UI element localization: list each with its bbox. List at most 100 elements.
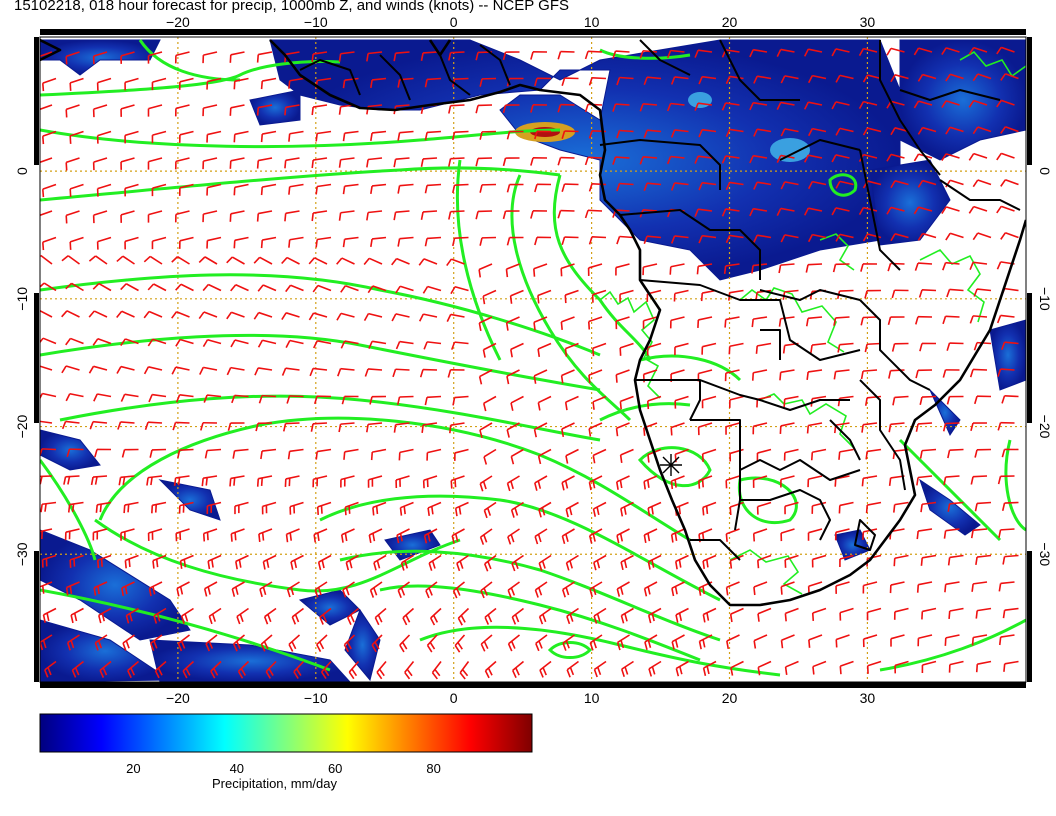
wind-barb — [592, 395, 607, 410]
wind-barb — [725, 475, 740, 489]
wind-barb — [66, 448, 84, 458]
lon-tick-bottom: 0 — [450, 690, 458, 706]
wind-barb — [202, 338, 222, 348]
wind-barb — [175, 283, 194, 292]
lon-tick-top: 30 — [860, 14, 876, 30]
wind-barb — [864, 395, 882, 406]
wind-barb — [694, 102, 713, 111]
wind-barb — [42, 607, 57, 623]
wind-barb — [451, 528, 465, 544]
wind-barb — [835, 74, 854, 83]
wind-barb — [483, 501, 497, 519]
wind-barb — [862, 581, 878, 594]
wind-barb — [971, 634, 988, 646]
wind-barb — [320, 660, 332, 680]
wind-barb — [71, 660, 84, 678]
wind-barb — [148, 581, 163, 597]
wind-barb — [340, 340, 359, 349]
wind-barb — [890, 74, 909, 83]
wind-barb — [888, 369, 905, 379]
wind-barb — [371, 634, 383, 653]
wind-barb — [92, 104, 108, 118]
wind-barb — [537, 289, 552, 304]
wind-barb — [721, 102, 740, 111]
wind-barb — [534, 528, 548, 545]
wind-barb — [666, 155, 685, 165]
lon-tick-bottom: −20 — [166, 690, 190, 706]
wind-barb — [970, 422, 988, 432]
wind-barb — [564, 342, 579, 357]
wind-barb — [974, 501, 992, 512]
wind-barb — [890, 233, 909, 242]
wind-barb — [803, 207, 823, 216]
wind-barb — [151, 236, 167, 250]
wind-barb — [175, 528, 190, 542]
wind-barb — [753, 234, 772, 243]
wind-barb — [144, 421, 163, 431]
site-marker — [660, 454, 682, 476]
wind-barb — [694, 155, 713, 164]
wind-barb — [619, 395, 634, 410]
wind-barb — [806, 369, 823, 380]
wind-barb — [40, 581, 53, 596]
wind-barb — [757, 607, 772, 622]
wind-barb — [425, 581, 438, 599]
wind-barb — [391, 257, 410, 266]
wind-barb — [702, 607, 717, 623]
wind-barb — [484, 660, 497, 679]
wind-barb — [752, 528, 768, 542]
wind-barb — [448, 210, 465, 220]
wind-barb — [972, 232, 992, 241]
wind-barb — [564, 395, 579, 411]
wind-barb — [395, 475, 410, 489]
wind-barb — [753, 128, 772, 137]
wind-barb — [969, 261, 988, 270]
wind-barb — [124, 236, 139, 250]
wind-barb — [916, 528, 933, 540]
wind-barb — [591, 289, 607, 303]
wind-barb — [701, 395, 717, 409]
wind-barb — [942, 261, 960, 271]
wind-barb — [226, 366, 245, 376]
wind-barb — [285, 284, 304, 293]
wind-barb — [670, 129, 689, 138]
wind-barb — [945, 232, 964, 241]
wind-barb — [643, 581, 658, 597]
wind-barb — [182, 660, 195, 679]
wind-barb — [996, 99, 1015, 108]
wind-barb — [89, 420, 108, 430]
wind-barb — [757, 660, 772, 676]
wind-barb — [41, 183, 57, 198]
wind-barb — [673, 289, 689, 302]
wind-barb — [1000, 73, 1019, 81]
wind-barb — [206, 501, 222, 514]
wind-barb — [780, 75, 799, 84]
wind-barb — [616, 634, 630, 651]
colorbar-tick-label: 60 — [328, 761, 342, 776]
wind-barb — [281, 256, 300, 265]
wind-barb — [88, 255, 108, 265]
wind-barb — [506, 422, 520, 438]
wind-barb — [510, 395, 524, 411]
wind-barb — [338, 51, 355, 62]
wind-barb — [839, 554, 854, 568]
wind-barb — [151, 77, 167, 91]
wind-barb — [426, 448, 442, 461]
wind-barb — [342, 77, 359, 89]
lat-tick-left: −30 — [14, 542, 30, 566]
wind-barb — [647, 554, 662, 570]
wind-barb — [117, 421, 135, 430]
wind-barb — [561, 475, 575, 491]
wind-barb — [890, 180, 909, 189]
wind-barb — [588, 182, 607, 192]
wind-barb — [202, 104, 218, 117]
wind-barb — [944, 581, 960, 593]
wind-barb — [448, 51, 465, 61]
wind-barb — [363, 257, 383, 266]
wind-barb — [310, 422, 328, 432]
wind-barb — [229, 210, 245, 222]
wind-barb — [557, 50, 575, 60]
wind-barb — [835, 233, 854, 242]
wind-barb — [65, 282, 84, 292]
wind-barb — [397, 236, 414, 247]
